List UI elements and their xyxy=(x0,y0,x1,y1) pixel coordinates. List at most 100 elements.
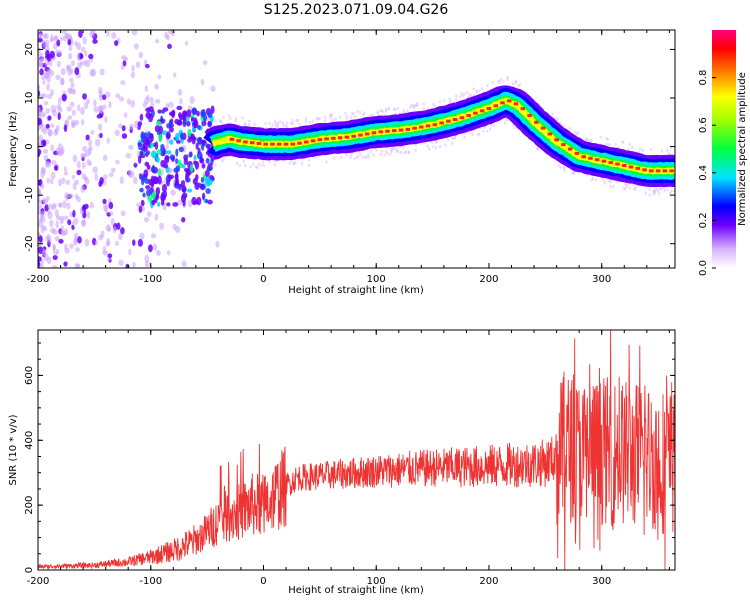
noise-blob xyxy=(57,202,63,208)
ridge-halo xyxy=(376,110,380,114)
ridge-halo xyxy=(605,142,608,146)
turbulent-blob xyxy=(175,171,179,181)
turbulent-blob xyxy=(191,196,197,206)
ridge-peak-mark xyxy=(507,99,512,103)
ridge-peak-mark xyxy=(249,141,255,145)
ridge-halo xyxy=(498,80,501,84)
noise-blob xyxy=(52,229,58,235)
turbulent-blob xyxy=(157,109,162,114)
ridge-halo xyxy=(340,155,343,160)
noise-blob xyxy=(38,62,44,67)
noise-blob xyxy=(215,240,220,248)
noise-blob xyxy=(119,176,124,185)
noise-blob xyxy=(98,86,103,94)
ridge-halo xyxy=(262,163,266,168)
noise-blob xyxy=(128,248,132,256)
ridge-peak-mark xyxy=(655,169,661,173)
ridge-halo xyxy=(609,180,612,184)
noise-blob xyxy=(116,222,121,230)
ridge-halo xyxy=(405,150,408,154)
noise-blob xyxy=(64,32,69,40)
turbulent-blob xyxy=(205,143,211,149)
ridge-halo xyxy=(649,147,653,152)
noise-blob xyxy=(46,234,51,241)
turbulent-blob xyxy=(165,179,171,187)
noise-blob xyxy=(47,211,53,220)
ridge-halo xyxy=(426,144,430,148)
noise-blob xyxy=(132,239,136,246)
ridge-halo xyxy=(372,153,375,157)
noise-blob xyxy=(50,144,54,152)
noise-blob xyxy=(93,106,99,113)
ridge-peak-mark xyxy=(500,101,505,105)
turbulent-blob xyxy=(140,131,145,139)
turbulent-blob xyxy=(141,177,145,186)
ridge-halo xyxy=(503,121,507,125)
ridge-peak-mark xyxy=(662,169,668,173)
noise-blob xyxy=(102,245,107,254)
ridge-peak-mark xyxy=(527,113,532,117)
turbulent-blob xyxy=(137,121,143,127)
noise-blob xyxy=(49,219,54,228)
ridge-halo xyxy=(482,129,485,133)
noise-blob xyxy=(71,174,76,180)
ridge-peak-mark xyxy=(297,141,302,145)
spectrogram-x-label: Height of straight line (km) xyxy=(288,285,424,296)
noise-blob xyxy=(112,226,117,234)
ridge-halo xyxy=(621,140,624,144)
ridge-peak-mark xyxy=(371,131,377,135)
ridge-halo xyxy=(356,154,359,158)
turbulent-blob xyxy=(157,168,162,177)
ridge-halo xyxy=(227,113,231,118)
ridge-peak-mark xyxy=(588,156,593,160)
noise-blob xyxy=(133,43,139,50)
ridge-halo xyxy=(396,149,400,153)
noise-blob xyxy=(46,177,50,184)
turbulent-blob xyxy=(162,107,169,112)
turbulent-blob xyxy=(207,120,212,126)
noise-blob xyxy=(52,243,56,252)
turbulent-blob xyxy=(156,149,162,155)
y-tick-label: 0 xyxy=(24,143,35,149)
noise-blob xyxy=(47,115,52,121)
noise-blob xyxy=(97,123,103,131)
noise-blob xyxy=(98,94,103,102)
ridge-halo xyxy=(331,118,335,122)
noise-blob xyxy=(64,243,68,251)
noise-blob xyxy=(202,60,208,66)
ridge-halo xyxy=(273,119,277,123)
ridge-halo xyxy=(639,147,642,151)
noise-blob xyxy=(128,145,134,150)
ridge-halo xyxy=(662,186,665,190)
ridge-halo xyxy=(506,76,509,80)
noise-blob xyxy=(80,185,86,194)
turbulent-blob xyxy=(162,147,166,156)
noise-blob xyxy=(72,154,78,163)
ridge-halo xyxy=(486,83,489,88)
noise-blob xyxy=(38,246,43,255)
ridge-peak-mark xyxy=(479,109,485,113)
ridge-halo xyxy=(383,153,386,157)
ridge-halo xyxy=(304,116,308,121)
turbulent-blob xyxy=(193,160,197,165)
noise-blob xyxy=(40,183,45,190)
ridge-peak-mark xyxy=(304,140,309,144)
noise-blob xyxy=(68,52,73,60)
noise-blob xyxy=(71,109,76,116)
noise-blob xyxy=(96,114,102,119)
noise-blob xyxy=(38,190,42,197)
ridge-halo xyxy=(670,189,673,193)
ridge-halo xyxy=(300,162,304,166)
ridge-halo xyxy=(375,148,378,152)
noise-blob xyxy=(189,95,195,104)
noise-blob xyxy=(46,53,52,62)
colorbar: 0.0 0.2 0.4 0.6 0.8 Normalized spectral ampl… xyxy=(698,30,748,276)
noise-blob xyxy=(65,179,70,185)
noise-blob xyxy=(75,247,80,252)
ridge-peak-mark xyxy=(236,139,241,143)
ridge-halo xyxy=(407,151,411,155)
turbulent-blob xyxy=(201,120,207,127)
ridge-halo xyxy=(659,186,662,190)
ridge-halo xyxy=(334,117,338,121)
